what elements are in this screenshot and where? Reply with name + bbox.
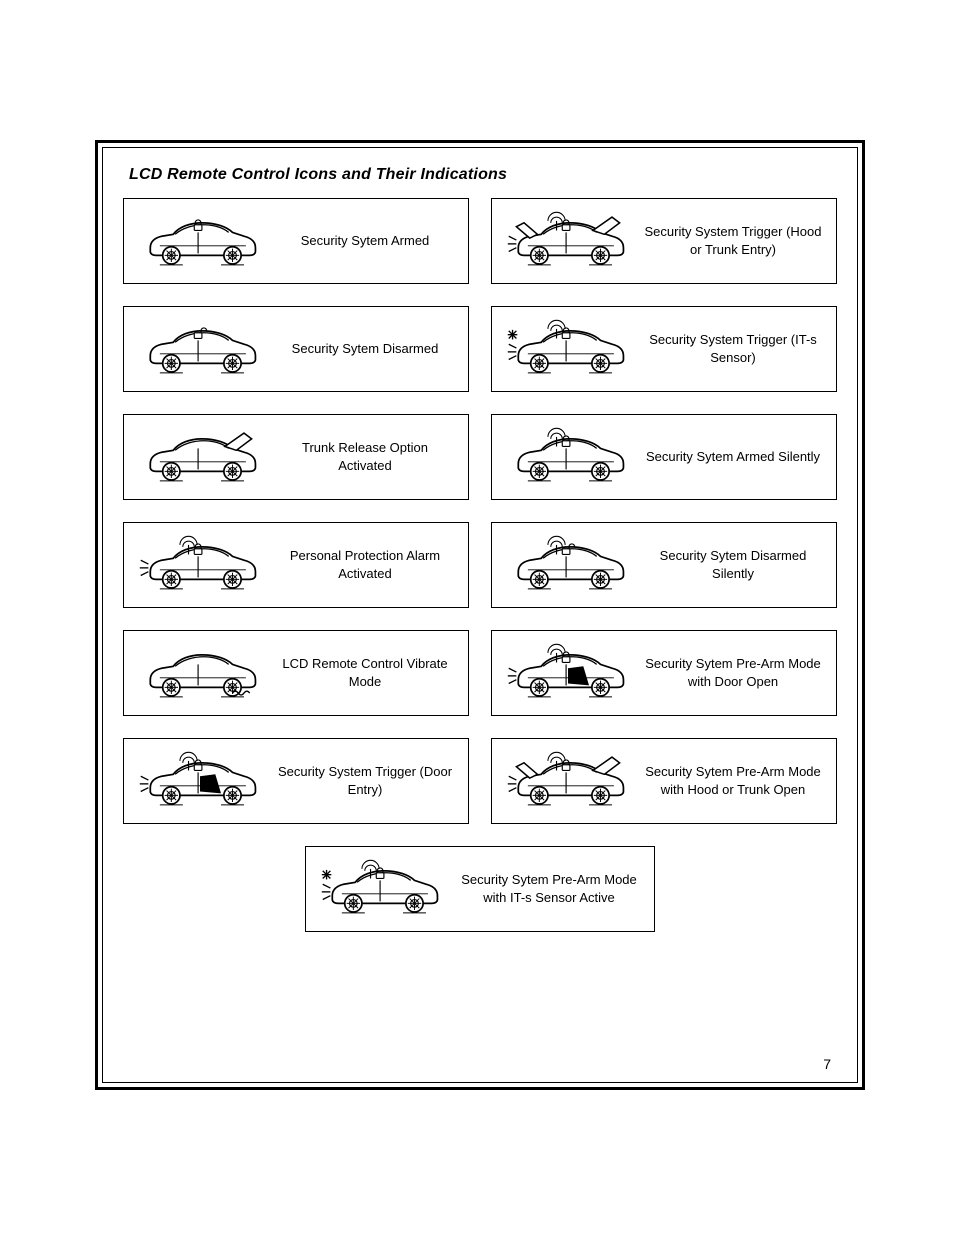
icon-row: Security Sytem Pre-Arm Mode with IT-s Se… [123,846,837,932]
car-icon [498,422,638,492]
icon-label: Security Sytem Pre-Arm Mode with Hood or… [638,763,828,798]
icon-label: LCD Remote Control Vibrate Mode [270,655,460,690]
icon-cell-armed: Security Sytem Armed [123,198,469,284]
icon-row: Security Sytem Disarmed [123,306,837,392]
icon-label: Security System Trigger (Hood or Trunk E… [638,223,828,258]
car-icon [498,530,638,600]
icon-label: Trunk Release Option Activated [270,439,460,474]
icon-row: Security Sytem Armed [123,198,837,284]
icon-label: Security Sytem Armed Silently [638,448,828,466]
page-inner: LCD Remote Control Icons and Their Indic… [102,147,858,1083]
icon-row: Security System Trigger (Door Entry) [123,738,837,824]
icon-cell-vibrate: LCD Remote Control Vibrate Mode [123,630,469,716]
icon-cell-trigger-its: Security System Trigger (IT-s Sensor) [491,306,837,392]
car-icon [130,746,270,816]
icon-cell-panic: Personal Protection Alarm Activated [123,522,469,608]
icon-label: Security Sytem Pre-Arm Mode with Door Op… [638,655,828,690]
icon-cell-trunk-release: Trunk Release Option Activated [123,414,469,500]
car-icon [312,854,452,924]
icon-label: Security Sytem Armed [270,232,460,250]
icon-cell-prearm-its: Security Sytem Pre-Arm Mode with IT-s Se… [305,846,655,932]
icon-label: Security Sytem Disarmed Silently [638,547,828,582]
icon-row: Trunk Release Option Activated Secu [123,414,837,500]
icon-cell-trigger-door: Security System Trigger (Door Entry) [123,738,469,824]
icon-label: Security System Trigger (Door Entry) [270,763,460,798]
car-icon [498,314,638,384]
section-title: LCD Remote Control Icons and Their Indic… [129,166,837,184]
icon-cell-disarmed: Security Sytem Disarmed [123,306,469,392]
page-frame: LCD Remote Control Icons and Their Indic… [95,140,865,1090]
icon-cell-armed-silent: Security Sytem Armed Silently [491,414,837,500]
car-icon [498,638,638,708]
car-icon [130,206,270,276]
car-icon [130,314,270,384]
car-icon [498,206,638,276]
car-icon [498,746,638,816]
icon-label: Personal Protection Alarm Activated [270,547,460,582]
icon-row: LCD Remote Control Vibrate Mode [123,630,837,716]
icon-grid: Security Sytem Armed [123,198,837,1052]
page-number: 7 [123,1052,837,1072]
icon-label: Security System Trigger (IT-s Sensor) [638,331,828,366]
car-icon [130,422,270,492]
car-icon [130,530,270,600]
icon-cell-disarmed-silent: Security Sytem Disarmed Silently [491,522,837,608]
car-icon [130,638,270,708]
icon-row: Personal Protection Alarm Activated [123,522,837,608]
icon-cell-trigger-hood: Security System Trigger (Hood or Trunk E… [491,198,837,284]
icon-label: Security Sytem Pre-Arm Mode with IT-s Se… [452,871,646,906]
icon-cell-prearm-hood: Security Sytem Pre-Arm Mode with Hood or… [491,738,837,824]
icon-label: Security Sytem Disarmed [270,340,460,358]
icon-cell-prearm-door: Security Sytem Pre-Arm Mode with Door Op… [491,630,837,716]
